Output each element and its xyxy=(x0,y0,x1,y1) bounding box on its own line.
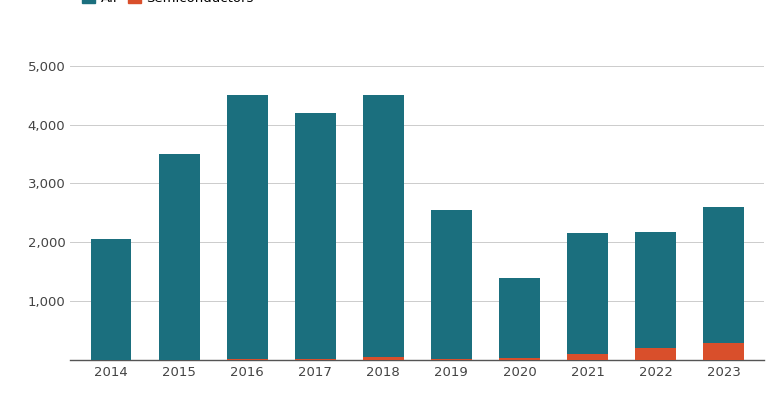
Bar xyxy=(90,239,132,360)
Bar xyxy=(567,354,608,360)
Bar xyxy=(227,359,268,360)
Bar xyxy=(363,95,404,360)
Bar xyxy=(158,154,200,360)
Bar xyxy=(635,232,676,360)
Bar xyxy=(227,95,268,360)
Bar xyxy=(363,357,404,360)
Bar xyxy=(295,359,335,360)
Bar xyxy=(431,210,472,360)
Bar xyxy=(635,348,676,360)
Bar xyxy=(431,359,472,360)
Bar xyxy=(499,278,540,360)
Bar xyxy=(567,234,608,360)
Bar xyxy=(703,343,744,360)
Bar xyxy=(295,113,335,360)
Bar xyxy=(703,207,744,360)
Bar xyxy=(499,358,540,360)
Legend: All, Semiconductors: All, Semiconductors xyxy=(76,0,259,10)
